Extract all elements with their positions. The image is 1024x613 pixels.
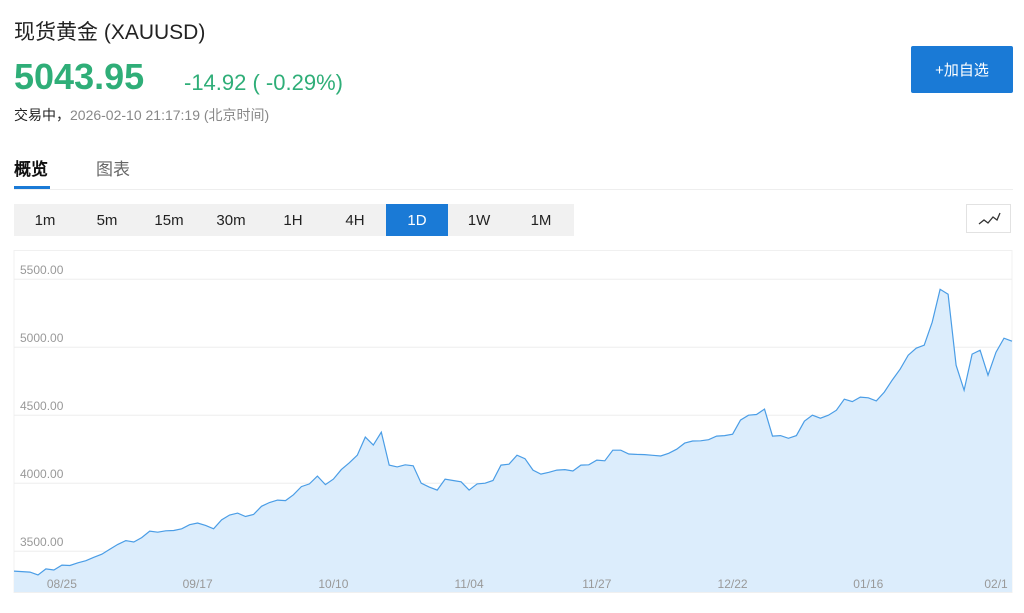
period-button[interactable]: 30m	[216, 211, 246, 229]
period-button[interactable]: 1H	[283, 211, 303, 229]
change: -14.92 ( -0.29%)	[184, 70, 343, 95]
period-button[interactable]: 4H	[345, 211, 365, 229]
period-button[interactable]: 1W	[467, 211, 491, 229]
x-tick-label: 09/17	[183, 577, 213, 591]
period-button[interactable]: 5m	[96, 211, 118, 229]
y-tick-label: 3500.00	[20, 535, 64, 549]
x-tick-label: 02/1	[984, 577, 1008, 591]
y-tick-label: 5000.00	[20, 331, 64, 345]
x-tick-label: 11/04	[455, 577, 484, 591]
tab[interactable]: 概览	[14, 160, 48, 179]
period-button[interactable]: 1D	[386, 204, 448, 236]
x-tick-label: 10/10	[318, 577, 348, 591]
period-button[interactable]: 15m	[154, 211, 184, 229]
x-tick-label: 01/16	[853, 577, 883, 591]
title: 现货黄金 (XAUUSD)	[14, 21, 206, 44]
period-button[interactable]: 1m	[34, 211, 56, 229]
period-bar: 1m 5m 15m 30m 1H 4H 1D 1W 1M	[14, 204, 574, 236]
tab-indicator	[14, 186, 50, 189]
y-tick-label: 4500.00	[20, 399, 64, 413]
x-tick-label: 12/22	[718, 577, 748, 591]
y-tick-label: 5500.00	[20, 263, 64, 277]
x-tick-label: 11/27	[582, 577, 611, 591]
period-button[interactable]: 1M	[530, 211, 552, 229]
time: 2026-02-10 21:17:19 (北京时间)	[70, 107, 270, 123]
area-fill	[14, 289, 1012, 592]
x-tick-label: 08/25	[47, 577, 77, 591]
price: 5043.95	[14, 56, 145, 97]
chart-type-button[interactable]	[966, 204, 1011, 233]
add-watchlist-button[interactable]: +加自选	[911, 46, 1013, 93]
tab[interactable]: 图表	[96, 160, 130, 179]
y-tick-label: 4000.00	[20, 467, 64, 481]
price-line	[13, 288, 1013, 576]
separator	[14, 189, 1013, 190]
chart-icon	[978, 212, 1001, 225]
chart: 3500.00 4000.00 4500.00 5000.00 5500.00 08/25…	[13, 250, 1013, 593]
status: 交易中，2026-02-10 21:17:19 (北京时间)	[14, 105, 269, 125]
status-text: 交易中，	[14, 107, 70, 123]
